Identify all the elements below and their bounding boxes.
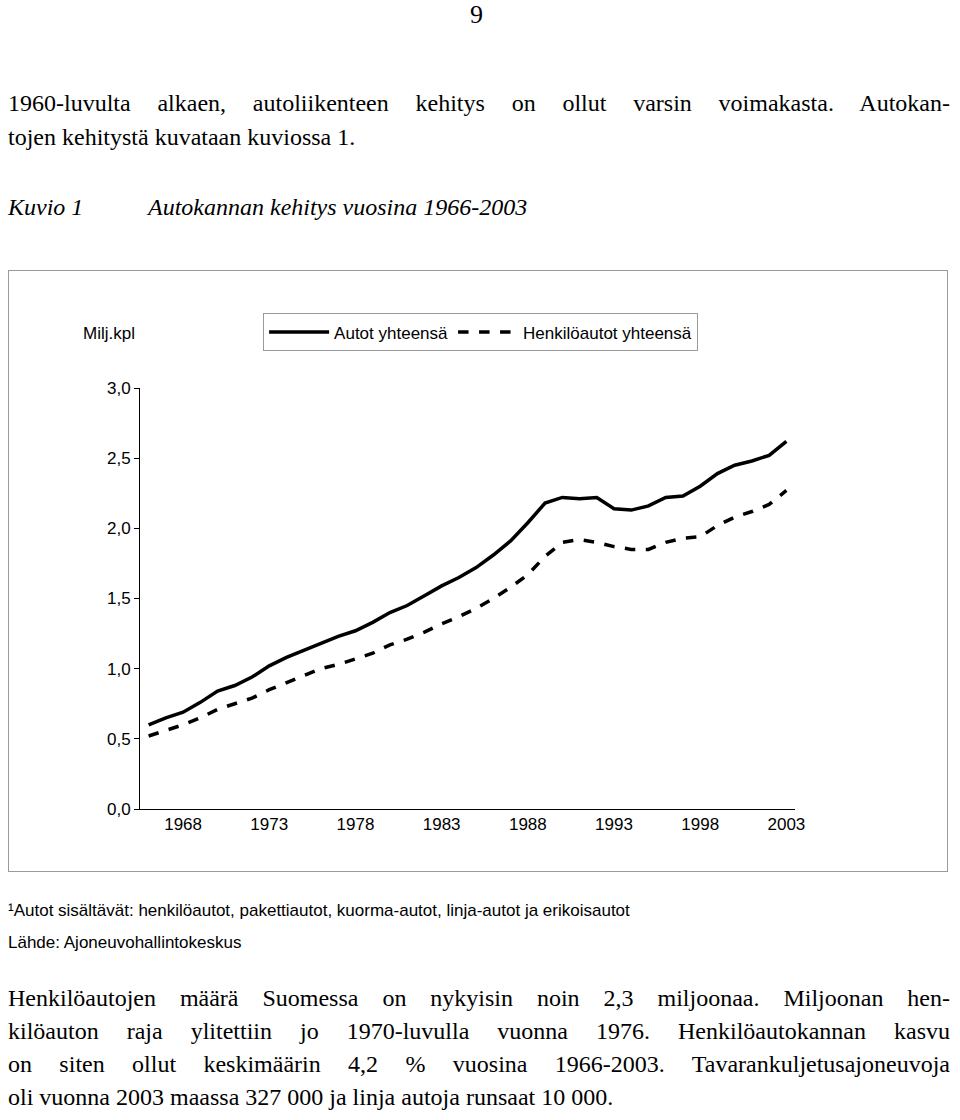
html-text:kilöauton raja ylitettiin jo 1: kilöauton raja ylitettiin jo 1970-luvull… (8, 1018, 950, 1044)
html-text:1960-luvulta alkaen, autoliike: 1960-luvulta alkaen, autoliikenteen kehi… (8, 90, 950, 116)
html-text:oli vuonna 2003 maassa 327 000: oli vuonna 2003 maassa 327 000 ja linja … (8, 1084, 614, 1110)
html-text:Henkilöautojen määrä Suomessa: Henkilöautojen määrä Suomessa on nykyisi… (8, 985, 950, 1011)
svg-text:3,0: 3,0 (107, 379, 131, 398)
html-text:on siten ollut keskimäärin 4,2: on siten ollut keskimäärin 4,2 % vuosina… (8, 1051, 950, 1077)
html-text:¹Autot sisältävät: henkilöauto: ¹Autot sisältävät: henkilöautot, paketti… (8, 901, 630, 920)
svg-text:2003: 2003 (767, 815, 805, 834)
html-text:Kuvio 1: Kuvio 1 (8, 194, 84, 220)
svg-text:1983: 1983 (423, 815, 461, 834)
svg-text:1973: 1973 (250, 815, 288, 834)
html-text:Lähde: Ajoneuvohallintokeskus: Lähde: Ajoneuvohallintokeskus (8, 933, 242, 952)
svg-text:2,0: 2,0 (107, 519, 131, 538)
html-text:tojen kehitystä kuvataan kuvio: tojen kehitystä kuvataan kuviossa 1. (8, 124, 356, 150)
svg-text:2,5: 2,5 (107, 449, 131, 468)
svg-text:1998: 1998 (681, 815, 719, 834)
svg-text:Autot yhteensä: Autot yhteensä (334, 324, 448, 343)
html-text:Autokannan kehitys vuosina 196: Autokannan kehitys vuosina 1966-2003 (148, 194, 528, 220)
svg-text:0,5: 0,5 (107, 730, 131, 749)
svg-text:1978: 1978 (337, 815, 375, 834)
svg-text:Henkilöautot yhteensä: Henkilöautot yhteensä (523, 324, 692, 343)
svg-text:Milj.kpl: Milj.kpl (83, 324, 135, 343)
svg-text:1988: 1988 (509, 815, 547, 834)
svg-text:1,5: 1,5 (107, 589, 131, 608)
svg-text:1968: 1968 (164, 815, 202, 834)
html-text:9: 9 (470, 0, 483, 29)
svg-text:0,0: 0,0 (107, 800, 131, 819)
svg-text:1993: 1993 (595, 815, 633, 834)
svg-text:1,0: 1,0 (107, 660, 131, 679)
